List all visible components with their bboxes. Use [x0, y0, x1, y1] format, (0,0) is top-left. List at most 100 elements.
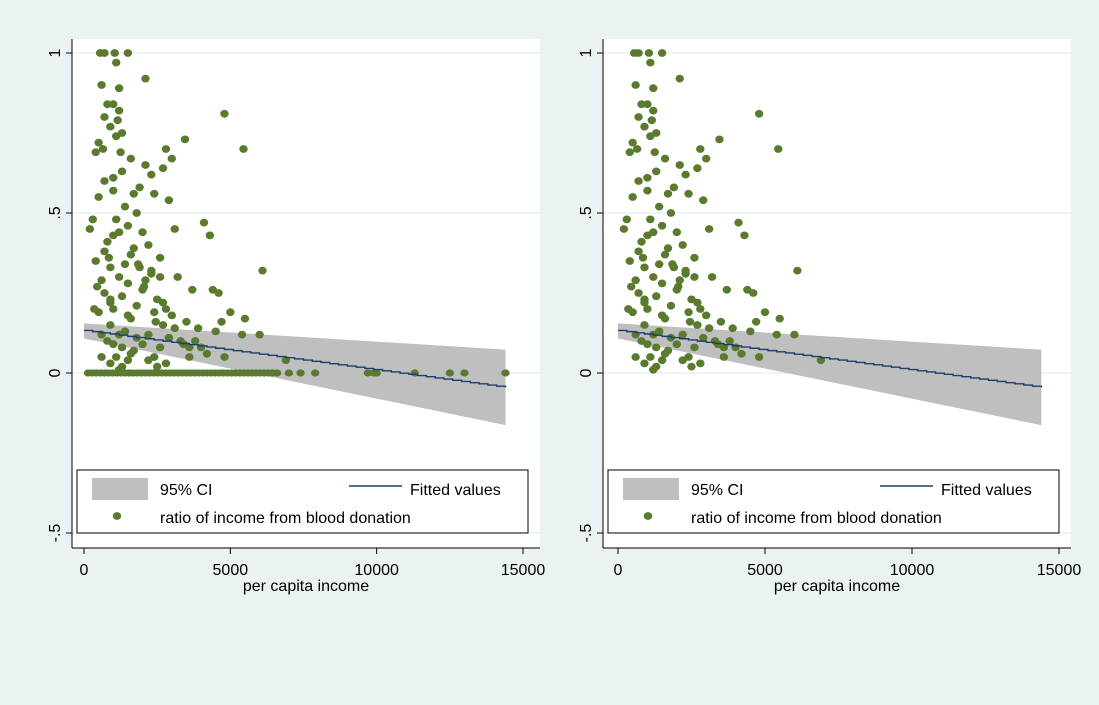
chart-panel-1: 95% CI Fitted values ratio of income from …: [47, 39, 545, 595]
data-point: [652, 129, 661, 137]
data-point: [625, 257, 634, 265]
data-point: [725, 337, 734, 345]
data-point: [696, 145, 705, 153]
data-point: [640, 295, 649, 304]
data-point: [649, 228, 658, 237]
legend-box: [607, 469, 1060, 534]
data-point: [674, 282, 683, 291]
data-point: [644, 49, 654, 57]
data-point: [719, 353, 729, 361]
y-tick-label: .5: [578, 206, 595, 219]
data-point: [114, 106, 124, 115]
data-point: [152, 362, 162, 371]
x-tick-label: 15000: [501, 562, 546, 579]
legend-box: [76, 469, 529, 534]
data-point: [628, 193, 637, 201]
data-point: [675, 74, 684, 83]
data-point: [634, 177, 643, 185]
data-point: [646, 353, 655, 361]
data-point: [103, 100, 112, 109]
data-point: [109, 186, 118, 195]
data-point: [123, 356, 133, 365]
legend-points-swatch: [643, 512, 653, 520]
data-point: [699, 333, 708, 342]
data-point: [114, 273, 124, 281]
data-point: [170, 225, 179, 233]
data-point: [634, 49, 643, 57]
data-point: [92, 282, 102, 291]
data-point: [666, 301, 676, 310]
data-point: [669, 183, 679, 192]
data-point: [94, 193, 103, 201]
data-point: [627, 282, 636, 291]
data-point: [117, 167, 127, 176]
fit-line: [618, 329, 1043, 388]
data-point: [625, 148, 634, 157]
data-point: [188, 285, 197, 294]
data-point: [106, 122, 115, 131]
data-point: [663, 189, 673, 198]
legend-ci-swatch: [623, 478, 679, 500]
data-point: [129, 244, 138, 253]
data-point: [719, 343, 729, 352]
data-point: [690, 253, 699, 262]
legend: 95% CI Fitted values ratio of income from …: [607, 469, 1060, 534]
data-point: [657, 279, 667, 288]
data-point: [660, 314, 670, 323]
legend-points-swatch: [112, 512, 122, 520]
data-point: [672, 228, 681, 237]
data-point: [643, 186, 652, 195]
data-point: [138, 228, 147, 237]
data-point: [220, 353, 229, 361]
data-point: [191, 337, 200, 345]
data-point: [123, 221, 133, 230]
data-point-zero: [311, 369, 320, 377]
data-point: [660, 349, 670, 358]
data-point: [740, 231, 749, 240]
data-point: [155, 273, 165, 281]
data-point: [126, 314, 136, 323]
data-point: [649, 365, 658, 374]
data-point-zero: [272, 369, 282, 377]
data-point: [133, 260, 143, 269]
data-point-zero: [284, 369, 294, 377]
data-point: [649, 273, 658, 281]
data-point: [109, 100, 118, 109]
data-point: [111, 58, 121, 67]
data-point: [754, 353, 764, 361]
data-point: [637, 100, 646, 109]
data-point: [258, 266, 267, 275]
data-point-zero: [296, 369, 305, 377]
data-point: [205, 231, 215, 240]
data-point: [707, 273, 717, 281]
data-point: [687, 362, 696, 371]
data-point: [114, 365, 124, 374]
data-point-zero: [460, 369, 469, 377]
data-point: [632, 145, 642, 153]
data-point: [138, 340, 147, 349]
data-point: [751, 317, 761, 326]
data-point: [240, 314, 250, 323]
data-point: [652, 292, 661, 301]
legend-ci-label: 95% CI: [160, 482, 212, 499]
data-point: [220, 109, 229, 118]
legend-points-label: ratio of income from blood donation: [691, 510, 942, 527]
data-point-zero: [372, 369, 381, 377]
data-point: [654, 202, 664, 211]
data-point: [161, 359, 171, 368]
data-point: [634, 247, 643, 256]
plot-area: [603, 39, 1071, 548]
data-point: [643, 173, 652, 182]
data-point: [652, 343, 661, 352]
data-point: [114, 228, 124, 237]
data-point: [746, 327, 755, 336]
data-point: [737, 349, 746, 358]
data-point: [681, 269, 690, 278]
data-point: [628, 138, 637, 147]
data-point: [647, 116, 657, 125]
data-point: [631, 81, 640, 89]
y-tick-label: 1: [578, 48, 595, 57]
data-point: [631, 276, 640, 285]
data-point: [100, 289, 109, 297]
